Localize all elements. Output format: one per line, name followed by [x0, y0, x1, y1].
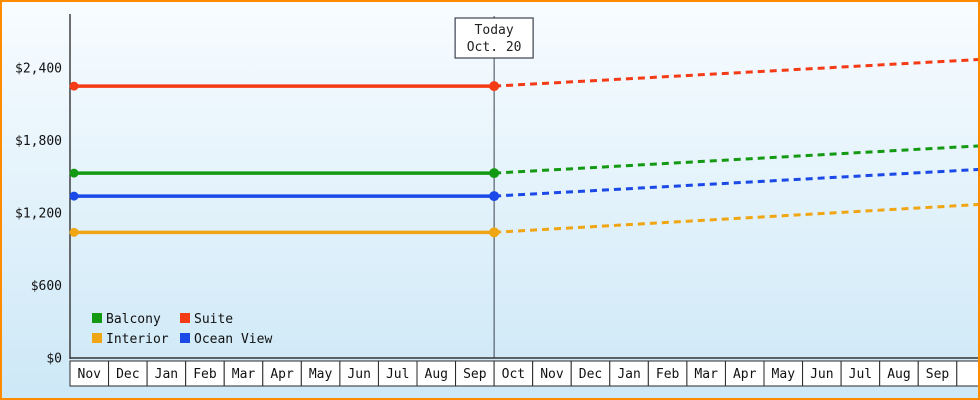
y-tick-label: $1,800 [15, 134, 62, 149]
month-label: Aug [887, 367, 910, 382]
month-cell-partial [956, 360, 978, 387]
series-start-dot-ocean-view [69, 191, 79, 201]
y-tick-label: $0 [46, 352, 62, 367]
today-label-line2: Oct. 20 [467, 40, 522, 55]
month-cell [416, 360, 457, 387]
month-cell [339, 360, 379, 387]
month-label: Feb [193, 367, 217, 382]
month-cell [493, 360, 534, 387]
month-cell [917, 360, 958, 387]
month-label: Mar [232, 367, 256, 382]
series-today-dot-interior [489, 227, 500, 238]
month-label: Nov [78, 367, 102, 382]
series-forecast-line-suite [494, 58, 978, 88]
legend-swatch-suite [180, 313, 190, 323]
month-cell [686, 360, 726, 387]
month-label: Jun [347, 367, 370, 382]
month-label: Aug [425, 367, 448, 382]
month-cell [455, 360, 495, 387]
month-label: Jul [386, 367, 409, 382]
month-label: Oct [502, 367, 525, 382]
legend-swatch-balcony [92, 313, 102, 323]
month-label: Feb [656, 367, 680, 382]
month-label: May [309, 367, 333, 382]
y-tick-label: $2,400 [15, 62, 62, 77]
month-cell [262, 360, 302, 387]
month-cell [300, 360, 341, 387]
series-start-dot-interior [69, 227, 79, 237]
legend-label-suite: Suite [194, 312, 233, 327]
month-label: Jul [849, 367, 872, 382]
month-label: Sep [463, 367, 487, 382]
series-today-dot-balcony [489, 168, 500, 179]
month-cell [69, 360, 110, 387]
month-cell [377, 360, 418, 387]
month-label: May [772, 367, 796, 382]
y-tick-label: $600 [31, 279, 62, 294]
today-label-line1: Today [475, 23, 514, 38]
month-label: Apr [270, 367, 294, 382]
series-start-dot-suite [69, 81, 79, 91]
legend-swatch-interior [92, 333, 102, 343]
series-forecast-line-ocean-view [494, 168, 978, 198]
legend-label-interior: Interior [106, 332, 169, 347]
month-label: Dec [579, 367, 602, 382]
today-label-box [454, 17, 534, 59]
legend-swatch-ocean-view [180, 333, 190, 343]
month-label: Jan [155, 367, 178, 382]
legend-label-ocean-view: Ocean View [194, 332, 272, 347]
month-label: Mar [694, 367, 718, 382]
series-today-dot-suite [489, 81, 500, 92]
month-cell [185, 360, 225, 387]
series-forecast-line-interior [494, 203, 978, 234]
series-today-dot-ocean-view [489, 191, 500, 202]
month-label: Apr [733, 367, 757, 382]
month-cell [570, 360, 611, 387]
month-label: Nov [540, 367, 564, 382]
month-cell [532, 360, 572, 387]
month-label: Dec [116, 367, 139, 382]
month-cell [223, 360, 264, 387]
month-label: Jan [617, 367, 640, 382]
month-label: Jun [810, 367, 833, 382]
series-forecast-line-balcony [494, 144, 978, 175]
series-start-dot-balcony [69, 168, 79, 178]
legend-label-balcony: Balcony [106, 312, 161, 327]
month-cell [724, 360, 765, 387]
month-label: Sep [926, 367, 950, 382]
y-tick-label: $1,200 [15, 207, 62, 222]
